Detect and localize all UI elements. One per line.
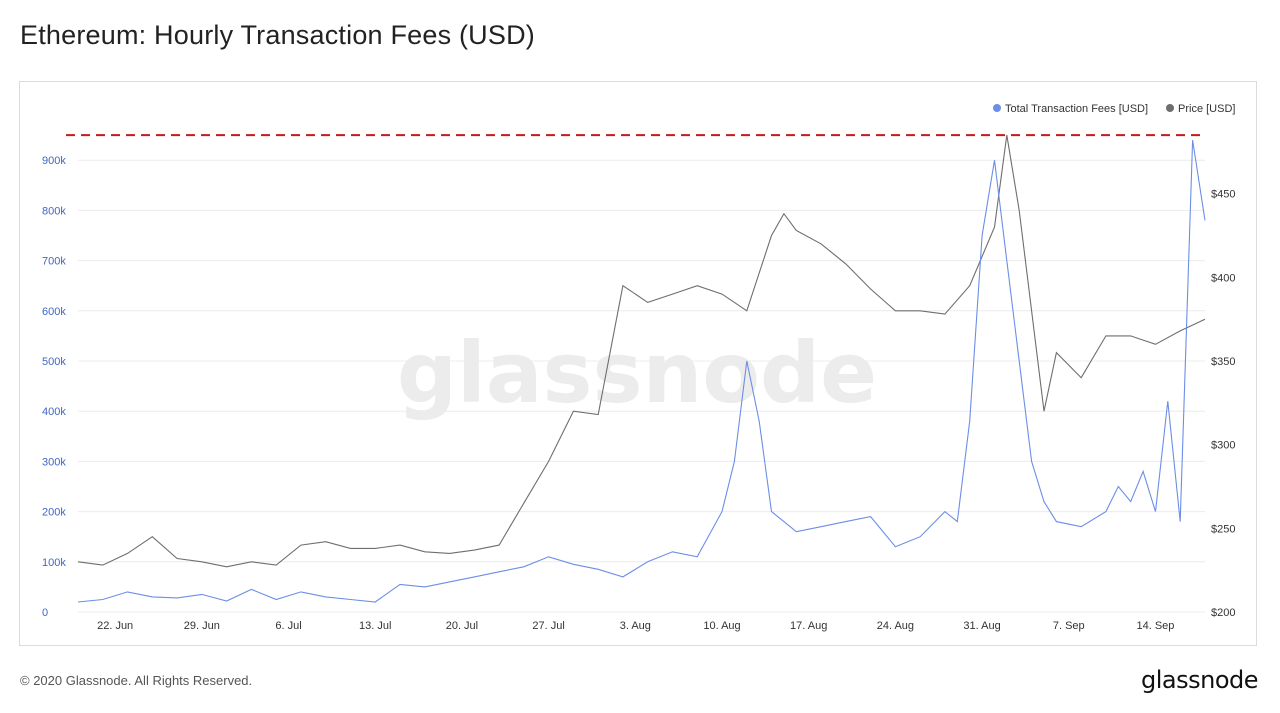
x-tick-label: 20. Jul [446,620,478,632]
right-tick-label: $300 [1211,440,1235,452]
chart-svg: glassnode 0 100k 200k 300k 400k 500k 600k 700k 8… [42,103,1235,632]
x-tick-label: 22. Jun [97,620,133,632]
left-tick-label: 800k [42,205,66,217]
left-tick-label: 700k [42,256,66,268]
left-tick-label: 300k [42,456,66,468]
brand-logo: glassnode [1140,666,1259,694]
right-tick-label: $450 [1211,189,1235,201]
left-tick-label: 900k [42,155,66,167]
chart-title: Ethereum: Hourly Transaction Fees (USD) [20,20,535,50]
left-tick-label: 100k [42,557,66,569]
right-axis-ticks: $200 $250 $300 $350 $400 $450 [1211,189,1235,619]
copyright-text: © 2020 Glassnode. All Rights Reserved. [20,673,253,688]
right-tick-label: $250 [1211,523,1235,535]
x-tick-label: 6. Jul [275,620,301,632]
right-tick-label: $400 [1211,272,1235,284]
watermark: glassnode [397,324,877,422]
x-tick-label: 10. Aug [703,620,740,632]
price-series-line [77,135,1206,568]
x-tick-label: 31. Aug [963,620,1000,632]
right-tick-label: $350 [1211,356,1235,368]
left-tick-label: 200k [42,507,66,519]
x-tick-label: 24. Aug [877,620,914,632]
legend-label-fees[interactable]: Total Transaction Fees [USD] [1005,103,1148,115]
x-tick-label: 7. Sep [1053,620,1085,632]
fees-series-line [77,140,1206,603]
x-tick-label: 27. Jul [532,620,564,632]
legend-dot-price [1166,104,1174,112]
right-tick-label: $200 [1211,607,1235,619]
x-tick-label: 3. Aug [620,620,651,632]
legend[interactable]: Total Transaction Fees [USD] Price [USD] [993,103,1235,115]
left-tick-label: 400k [42,406,66,418]
left-tick-label: 500k [42,356,66,368]
left-axis-ticks: 0 100k 200k 300k 400k 500k 600k 700k 800k 900k [42,155,66,619]
left-tick-label: 0 [42,607,48,619]
legend-label-price[interactable]: Price [USD] [1178,103,1235,115]
x-tick-label: 29. Jun [184,620,220,632]
x-tick-label: 13. Jul [359,620,391,632]
grid-lines [78,159,1205,613]
x-tick-label: 17. Aug [790,620,827,632]
chart-frame [19,81,1257,646]
x-tick-label: 14. Sep [1137,620,1175,632]
x-axis-ticks: 22. Jun 29. Jun 6. Jul 13. Jul 20. Jul 27. Ju… [97,620,1174,632]
left-tick-label: 600k [42,306,66,318]
legend-dot-fees [993,104,1001,112]
